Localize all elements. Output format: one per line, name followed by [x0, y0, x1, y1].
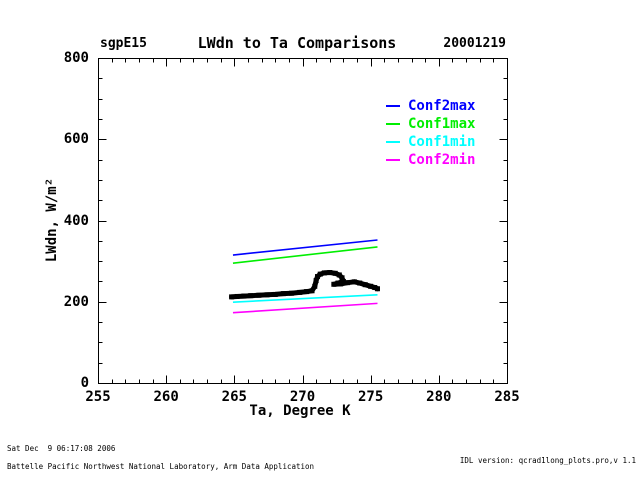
scatter-point [374, 286, 380, 292]
footer-idl-version: IDL version: qcrad1long_plots.pro,v 1.1 [459, 456, 636, 465]
x-tick-label: 285 [494, 389, 520, 405]
legend-label-conf1max: Conf1max [408, 116, 476, 132]
scatter-point [289, 290, 295, 296]
page-title: LWdn to Ta Comparisons [197, 34, 397, 52]
scatter-point [317, 271, 323, 277]
x-tick-label: 255 [85, 389, 111, 405]
footer-timestamp: Sat Dec 9 06:17:08 2006 [7, 444, 116, 453]
y-tick-label: 0 [80, 375, 89, 391]
legend-label-conf2max: Conf2max [408, 98, 476, 114]
scatter-point [331, 281, 337, 287]
legend-line-sample-conf2max [386, 105, 400, 107]
scatter-point [368, 283, 374, 289]
scatter-point [297, 289, 303, 295]
date-label: 20001219 [443, 36, 506, 51]
scatter-point [256, 292, 262, 298]
x-tick-label: 265 [221, 389, 247, 405]
conf-line-conf2max [232, 239, 378, 256]
scatter-point [314, 274, 320, 280]
x-tick-label: 275 [358, 389, 384, 405]
scatter-point [309, 288, 315, 294]
x-tick-label: 280 [426, 389, 452, 405]
scatter-point [332, 270, 338, 276]
legend-line-sample-conf1min [386, 141, 400, 143]
footer-version-block: IDL version: qcrad1long_plots.pro,v 1.1 … [401, 440, 636, 480]
site-label: sgpE15 [100, 36, 147, 51]
scatter-point [234, 293, 240, 299]
legend-label-conf1min: Conf1min [408, 134, 476, 150]
scatter-point [229, 294, 235, 300]
y-tick-label: 800 [63, 50, 89, 66]
legend-item-conf1min: Conf1min [386, 133, 475, 151]
y-tick-label: 400 [63, 212, 89, 229]
scatter-point [313, 278, 319, 284]
legend-line-sample-conf1max [386, 123, 400, 125]
scatter-point [340, 278, 346, 284]
scatter-point [312, 283, 318, 289]
legend-label-conf2min: Conf2min [408, 152, 476, 168]
scatter-point [248, 293, 254, 299]
footer-lab-credit: Battelle Pacific Northwest National Labo… [7, 462, 315, 471]
scatter-point [335, 280, 341, 286]
conf-line-conf1min [232, 294, 378, 303]
scatter-point [264, 292, 270, 298]
scatter-point [241, 293, 247, 299]
scatter-point [272, 291, 278, 297]
y-tick-label: 200 [63, 293, 89, 310]
y-axis-label: LWdn, W/m² [44, 177, 60, 263]
legend: Conf2max Conf1max Conf1min Conf2min [386, 97, 475, 169]
scatter-point [344, 280, 350, 286]
legend-item-conf2min: Conf2min [386, 151, 475, 169]
legend-item-conf1max: Conf1max [386, 115, 475, 133]
scatter-point [336, 272, 342, 278]
x-tick-label: 260 [153, 389, 179, 405]
scatter-point [372, 285, 378, 291]
scatter-point [362, 282, 368, 288]
x-axis-label: Ta, Degree K [249, 403, 351, 419]
legend-item-conf2max: Conf2max [386, 97, 475, 115]
conf-line-conf2min [232, 302, 378, 314]
scatter-point [357, 280, 363, 286]
scatter-point [339, 275, 345, 281]
y-tick-label: 600 [63, 131, 89, 148]
scatter-point [351, 279, 357, 285]
scatter-point [280, 291, 286, 297]
legend-line-sample-conf2min [386, 159, 400, 161]
scatter-point [321, 270, 327, 276]
conf-line-conf1max [232, 246, 378, 264]
scatter-point [304, 289, 310, 295]
scatter-point [338, 281, 344, 287]
scatter-point [327, 270, 333, 275]
x-tick-label: 270 [289, 389, 316, 405]
